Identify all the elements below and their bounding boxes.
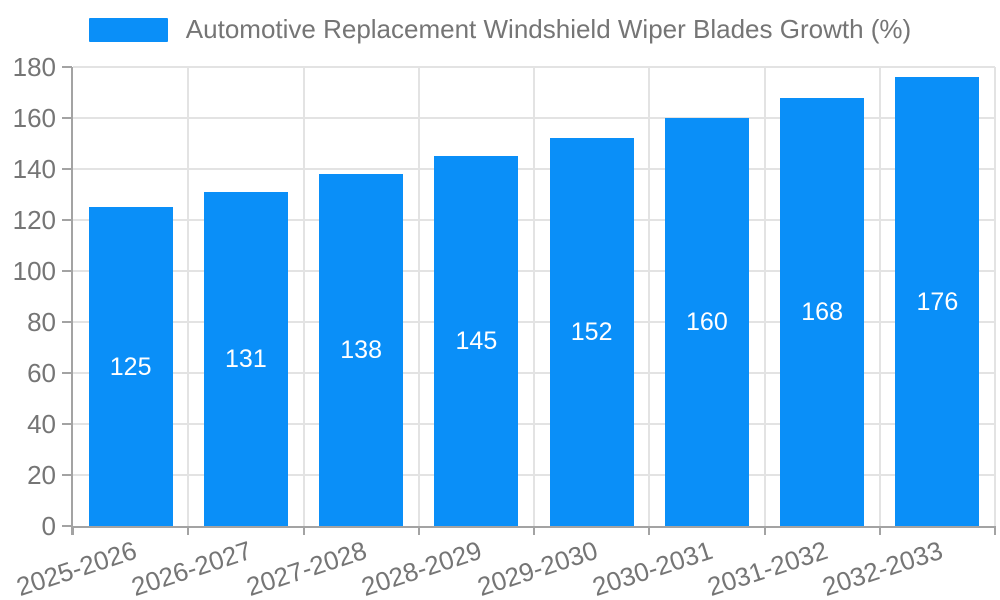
x-axis-tick (994, 526, 996, 535)
x-axis-tick (72, 526, 74, 535)
bar[interactable] (319, 174, 404, 526)
chart-legend[interactable]: Automotive Replacement Windshield Wiper … (0, 14, 1000, 45)
y-axis-tick-label: 100 (12, 256, 56, 286)
x-axis-tick (417, 526, 420, 535)
x-gridline (187, 67, 190, 526)
x-axis-tick (648, 526, 651, 535)
bar[interactable] (780, 97, 865, 526)
y-axis-tick (62, 117, 72, 119)
y-axis-tick (62, 219, 72, 221)
x-gridline (994, 67, 996, 526)
y-axis-tick (62, 372, 72, 374)
x-axis-tick (533, 526, 535, 535)
x-axis-tick (878, 526, 881, 535)
y-axis-tick-label: 140 (12, 154, 56, 184)
x-gridline (533, 67, 535, 526)
legend-label: Automotive Replacement Windshield Wiper … (185, 14, 912, 44)
y-axis-tick-label: 180 (12, 52, 56, 82)
bar[interactable] (549, 138, 634, 526)
bar[interactable] (434, 156, 519, 526)
y-axis-tick (62, 66, 72, 68)
x-axis-tick (302, 526, 305, 535)
y-axis-tick (62, 270, 72, 272)
y-axis-tick-label: 60 (27, 358, 56, 388)
x-gridline (878, 67, 881, 526)
x-gridline (763, 67, 766, 526)
y-axis-tick (62, 423, 72, 425)
y-axis-tick-label: 160 (12, 103, 56, 133)
x-gridline (302, 67, 305, 526)
y-axis-line (71, 67, 73, 535)
x-axis-tick (187, 526, 190, 535)
x-gridline (648, 67, 651, 526)
bar[interactable] (203, 191, 288, 526)
y-axis-tick-label: 120 (12, 205, 56, 235)
y-axis-tick-label: 40 (27, 409, 56, 439)
y-axis-tick (62, 168, 72, 170)
x-axis-line (71, 526, 995, 528)
bar[interactable] (88, 207, 173, 526)
x-gridline (417, 67, 420, 526)
bar[interactable] (664, 118, 749, 526)
y-axis-tick (62, 321, 72, 323)
bar[interactable] (895, 77, 980, 526)
y-axis-tick-label: 80 (27, 307, 56, 337)
y-axis-tick-label: 20 (27, 460, 56, 490)
y-axis-tick (62, 474, 72, 476)
y-axis-tick (62, 525, 72, 527)
legend-swatch-icon (88, 17, 168, 42)
y-axis-tick-label: 0 (41, 511, 56, 541)
x-axis-tick (763, 526, 766, 535)
